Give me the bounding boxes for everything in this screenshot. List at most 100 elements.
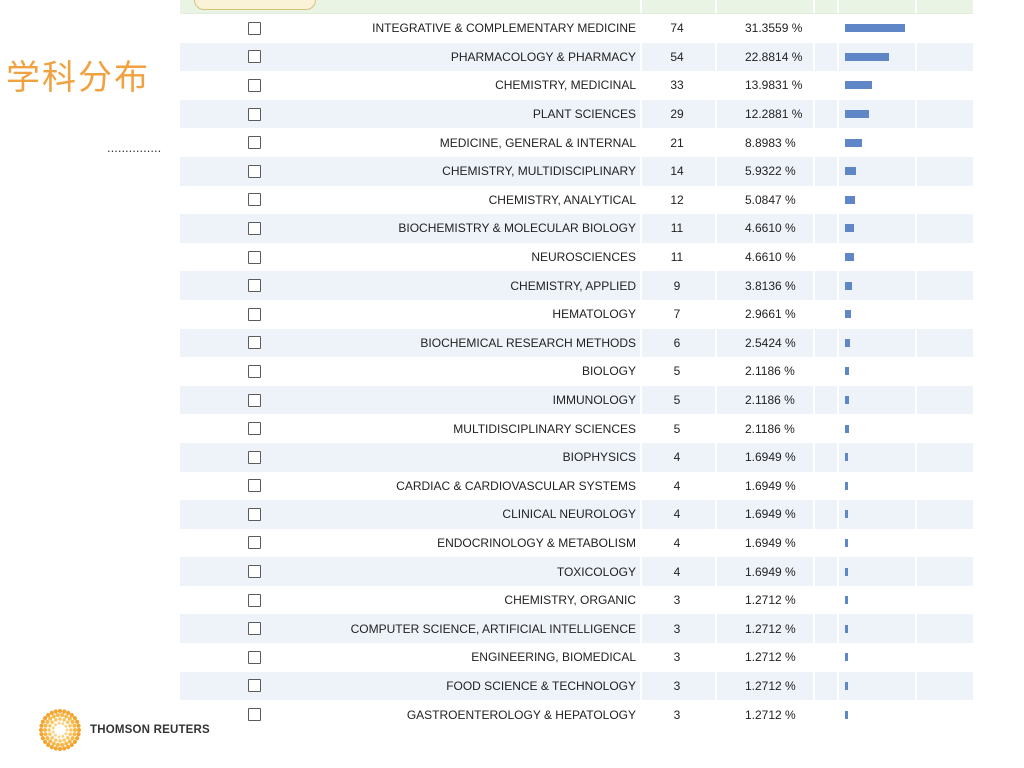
table-row: ENDOCRINOLOGY & METABOLISM 4 1.6949 % (180, 528, 973, 558)
column-divider (813, 42, 815, 72)
row-checkbox[interactable] (248, 536, 261, 550)
column-divider (915, 14, 917, 43)
logo-dot (69, 742, 74, 747)
column-divider (837, 299, 839, 329)
thomson-reuters-logo-icon (38, 708, 82, 752)
logo-dot (68, 732, 72, 737)
row-checkbox[interactable] (248, 650, 261, 664)
row-checkbox-cell (180, 586, 320, 615)
row-checkbox[interactable] (248, 450, 261, 464)
subject-distribution-table: INTEGRATIVE & COMPLEMENTARY MEDICINE 74 31… (180, 0, 973, 726)
table-row: INTEGRATIVE & COMPLEMENTARY MEDICINE 74 31… (180, 14, 973, 43)
logo-dot (39, 723, 44, 728)
record-count: 6 (673, 335, 681, 350)
row-checkbox[interactable] (248, 307, 261, 321)
column-divider (715, 385, 717, 415)
logo-dot (72, 732, 77, 737)
percent-bar-cell (845, 300, 917, 329)
column-divider (715, 299, 717, 329)
percent-bar-cell (845, 500, 917, 529)
subject-label: MULTIDISCIPLINARY SCIENCES (453, 421, 636, 436)
row-checkbox[interactable] (248, 164, 261, 178)
logo-dot (75, 736, 80, 741)
logo-dot (58, 739, 62, 743)
record-count: 54 (670, 49, 684, 64)
row-checkbox-cell (180, 71, 320, 100)
logo-dot (76, 727, 82, 733)
column-divider (813, 414, 815, 443)
column-divider (715, 471, 717, 501)
row-checkbox-cell (180, 672, 320, 701)
percent-bar (845, 481, 848, 490)
column-divider (640, 557, 642, 586)
column-divider (715, 214, 717, 243)
percent-bar-cell (845, 14, 917, 43)
row-checkbox[interactable] (248, 336, 261, 350)
row-checkbox[interactable] (248, 364, 261, 378)
percent-bar-cell (845, 672, 917, 701)
record-percent: 2.9661 % (745, 307, 796, 322)
row-checkbox[interactable] (248, 565, 261, 579)
header-button[interactable] (194, 0, 316, 10)
column-divider (715, 414, 717, 443)
record-percent: 2.1186 % (745, 364, 795, 379)
row-checkbox[interactable] (248, 593, 261, 607)
column-divider (640, 99, 642, 129)
record-percent: 12.2881 % (745, 107, 803, 122)
column-divider (640, 71, 642, 100)
percent-bar (845, 424, 849, 433)
logo-dot (64, 741, 69, 746)
logo-dot (40, 736, 45, 741)
logo-dot (60, 713, 65, 718)
column-divider (915, 71, 917, 100)
row-checkbox[interactable] (248, 107, 261, 121)
row-checkbox[interactable] (248, 679, 261, 693)
row-checkbox[interactable] (248, 21, 261, 35)
column-divider (915, 442, 917, 472)
column-divider (837, 414, 839, 443)
row-checkbox[interactable] (248, 708, 261, 722)
row-checkbox[interactable] (248, 393, 261, 407)
row-checkbox[interactable] (248, 479, 261, 493)
table-row: TOXICOLOGY 4 1.6949 % (180, 557, 973, 586)
row-checkbox[interactable] (248, 221, 261, 235)
subject-label: CHEMISTRY, ANALYTICAL (488, 192, 636, 207)
column-divider (915, 414, 917, 443)
subject-label: BIOCHEMISTRY & MOLECULAR BIOLOGY (398, 221, 636, 236)
row-checkbox-cell (180, 443, 320, 472)
logo-dot (49, 745, 54, 750)
percent-bar-cell (845, 157, 917, 186)
record-count: 9 (673, 278, 681, 293)
row-checkbox[interactable] (248, 193, 261, 207)
percent-bar-cell (845, 700, 917, 726)
logo-dot (64, 732, 68, 736)
column-divider (915, 128, 917, 157)
record-percent: 22.8814 % (745, 49, 803, 64)
column-divider (915, 614, 917, 644)
column-divider (813, 528, 815, 558)
logo-dot (45, 719, 50, 724)
row-checkbox[interactable] (248, 50, 261, 64)
table-row: CLINICAL NEUROLOGY 4 1.6949 % (180, 500, 973, 529)
row-checkbox-cell (180, 557, 320, 586)
logo-dot (55, 742, 60, 747)
subject-label: MEDICINE, GENERAL & INTERNAL (439, 135, 636, 150)
row-checkbox[interactable] (248, 279, 261, 293)
table-row: COMPUTER SCIENCE, ARTIFICIAL INTELLIGENC… (180, 614, 973, 644)
percent-bar-cell (845, 186, 917, 215)
row-checkbox[interactable] (248, 622, 261, 636)
row-checkbox[interactable] (248, 136, 261, 150)
percent-bar (845, 253, 854, 262)
percent-bar-cell (845, 214, 917, 243)
logo-dot (38, 727, 44, 733)
logo-dot (53, 723, 57, 727)
subject-label: NEUROSCIENCES (531, 250, 636, 265)
row-checkbox[interactable] (248, 78, 261, 92)
column-divider (813, 442, 815, 472)
record-count: 33 (670, 78, 684, 93)
column-divider (715, 557, 717, 586)
row-checkbox[interactable] (248, 507, 261, 521)
row-checkbox[interactable] (248, 250, 261, 264)
logo-dot (53, 746, 58, 751)
row-checkbox[interactable] (248, 422, 261, 436)
